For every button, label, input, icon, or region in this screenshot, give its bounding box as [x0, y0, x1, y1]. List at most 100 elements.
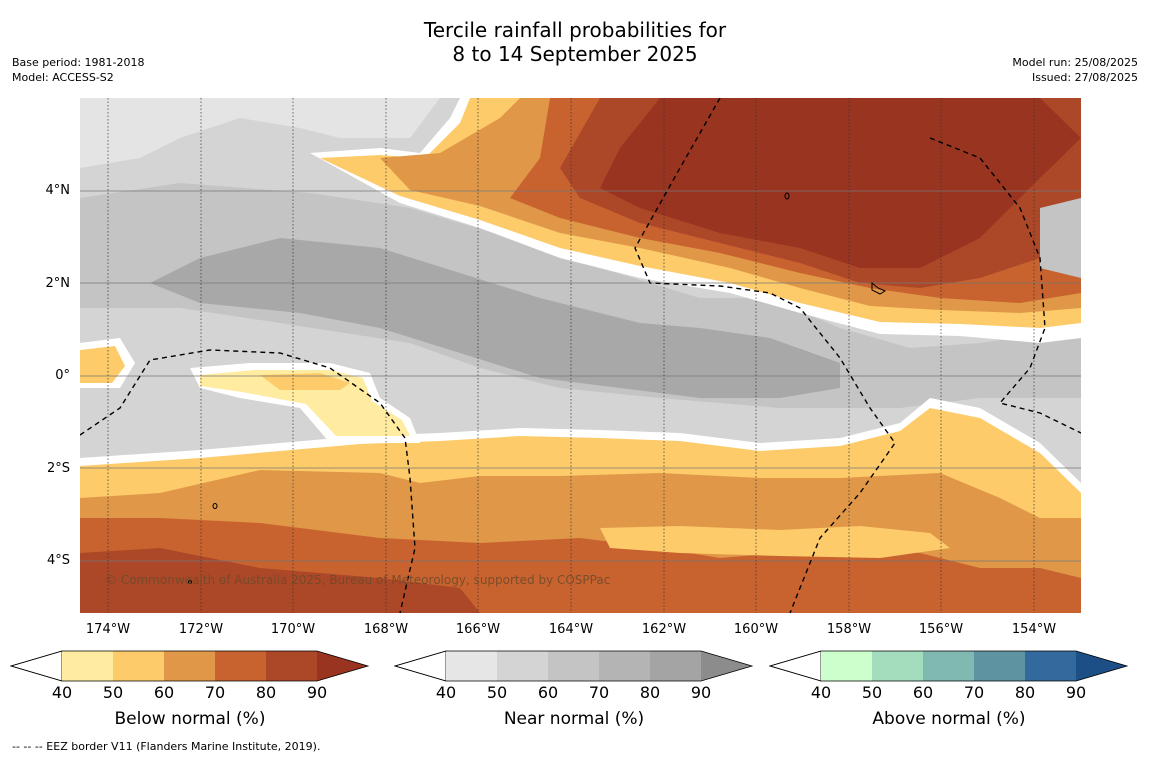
colorbar-tick: 70 — [588, 683, 610, 702]
colorbar-swatch-70-80 — [215, 651, 266, 681]
colorbar-outline — [769, 650, 1129, 682]
colorbar-swatch-80-90 — [650, 651, 701, 681]
lon-label-174w: 174°W — [85, 622, 131, 637]
model-name: Model: ACCESS-S2 — [12, 71, 114, 84]
lat-label-4n: 4°N — [45, 183, 71, 198]
colorbar-label: Below normal (%) — [114, 709, 266, 729]
colorbar-below-normal: 40 50 60 70 80 90 Below normal (%) — [10, 650, 370, 746]
colorbar-tick: 70 — [204, 683, 226, 702]
colorbar-swatch-50-60 — [113, 651, 164, 681]
islands — [188, 192, 887, 584]
chart-title: Tercile rainfall probabilities for 8 to … — [0, 18, 1150, 66]
colorbar-swatch-40-50 — [62, 651, 113, 681]
copyright-notice: © Commonwealth of Australia 2025, Bureau… — [105, 573, 611, 587]
colorbar-swatch-60-70 — [923, 651, 974, 681]
map-canvas — [80, 98, 1081, 613]
below-normal-90-upper — [600, 98, 1081, 268]
latitude-gridlines — [80, 190, 1081, 562]
model-run: Model run: 25/08/2025 — [1012, 56, 1138, 69]
lon-label-170w: 170°W — [270, 622, 316, 637]
colorbar-below-normal-swatches — [10, 650, 370, 682]
island-2 — [871, 281, 887, 295]
colorbar-outline — [394, 650, 754, 682]
lon-label-156w: 156°W — [918, 622, 964, 637]
eez-border-east — [929, 137, 1081, 434]
colorbar-tick: 50 — [102, 683, 124, 702]
colorbar-near-normal-swatches — [394, 650, 754, 682]
colorbar-tick: 60 — [153, 683, 175, 702]
colorbar-tick: 70 — [963, 683, 985, 702]
base-period: Base period: 1981-2018 — [12, 56, 145, 69]
colorbar-tick: 80 — [639, 683, 661, 702]
colorbar-swatch-80-90 — [266, 651, 317, 681]
island-3 — [212, 503, 218, 509]
lon-label-158w: 158°W — [826, 622, 872, 637]
below-normal-80-lower — [80, 548, 480, 613]
colorbar-extend-high — [317, 651, 368, 681]
colorbar-swatch-80-90 — [1025, 651, 1076, 681]
lon-label-164w: 164°W — [548, 622, 594, 637]
colorbar-extend-high — [701, 651, 752, 681]
lon-label-168w: 168°W — [363, 622, 409, 637]
issued-date: Issued: 27/08/2025 — [1031, 71, 1138, 84]
colorbar-swatch-40-50 — [821, 651, 872, 681]
colorbar-extend-high — [1076, 651, 1127, 681]
lon-label-154w: 154°W — [1011, 622, 1057, 637]
lat-label-4s: 4°S — [46, 553, 70, 568]
colorbar-extend-low — [10, 650, 63, 682]
meta-left: Base period: 1981-2018 Model: ACCESS-S2 — [12, 55, 144, 85]
near-normal-40-region — [80, 98, 440, 168]
colorbar-tick: 60 — [537, 683, 559, 702]
colorbar-tick: 90 — [1065, 683, 1087, 702]
lat-label-2n: 2°N — [45, 276, 71, 291]
lon-label-160w: 160°W — [733, 622, 779, 637]
colorbar-tick: 60 — [912, 683, 934, 702]
colorbar-near-normal: 40 50 60 70 80 90 Near normal (%) — [394, 650, 754, 746]
colorbar-swatch-40-50 — [446, 651, 497, 681]
colorbar-tick: 40 — [51, 683, 73, 702]
colorbar-above-normal-swatches — [769, 650, 1129, 682]
near-normal-60-band — [80, 183, 1081, 408]
lat-label-equator: 0° — [55, 368, 70, 383]
below-normal-40-central — [200, 370, 410, 436]
near-normal-patch-east — [1040, 198, 1081, 278]
colorbar-tick: 40 — [810, 683, 832, 702]
colorbar-tick: 50 — [486, 683, 508, 702]
eez-borders — [80, 98, 1081, 613]
colorbar-swatch-70-80 — [599, 651, 650, 681]
colorbar-extend-low — [769, 650, 822, 682]
colorbar-tick: 80 — [255, 683, 277, 702]
below-normal-50-patch-south — [600, 526, 950, 558]
colorbar-label: Above normal (%) — [872, 709, 1026, 729]
below-normal-50-west — [80, 346, 125, 383]
meta-right: Model run: 25/08/2025 Issued: 27/08/2025 — [1012, 55, 1138, 85]
colorbar-extend-low — [394, 650, 447, 682]
colorbar-swatch-50-60 — [497, 651, 548, 681]
colorbar-tick: 40 — [435, 683, 457, 702]
colorbar-label: Near normal (%) — [503, 709, 645, 729]
lat-label-2s: 2°S — [46, 461, 70, 476]
colorbar-swatch-60-70 — [164, 651, 215, 681]
colorbar-tick: 80 — [1014, 683, 1036, 702]
title-line-2: 8 to 14 September 2025 — [452, 42, 698, 66]
title-line-1: Tercile rainfall probabilities for — [423, 18, 727, 42]
colorbar-tick: 90 — [690, 683, 712, 702]
eez-border-central — [634, 98, 896, 613]
colorbar-above-normal: 40 50 60 70 80 90 Above normal (%) — [769, 650, 1129, 746]
colorbar-tick: 50 — [861, 683, 883, 702]
colorbar-tick: 90 — [306, 683, 328, 702]
colorbar-swatch-50-60 — [872, 651, 923, 681]
near-normal-80-band — [150, 238, 840, 398]
colorbar-swatch-60-70 — [548, 651, 599, 681]
island-4 — [188, 580, 192, 584]
lon-label-166w: 166°W — [455, 622, 501, 637]
colorbar-swatch-70-80 — [974, 651, 1025, 681]
below-normal-50-central — [260, 373, 350, 390]
colorbar-outline — [10, 650, 370, 682]
island-1 — [784, 192, 790, 200]
lon-label-172w: 172°W — [178, 622, 224, 637]
eez-legend-note: -- -- -- EEZ border V11 (Flanders Marine… — [12, 740, 321, 753]
eez-border-west — [80, 349, 416, 613]
lon-label-162w: 162°W — [641, 622, 687, 637]
probability-map — [80, 98, 1081, 613]
